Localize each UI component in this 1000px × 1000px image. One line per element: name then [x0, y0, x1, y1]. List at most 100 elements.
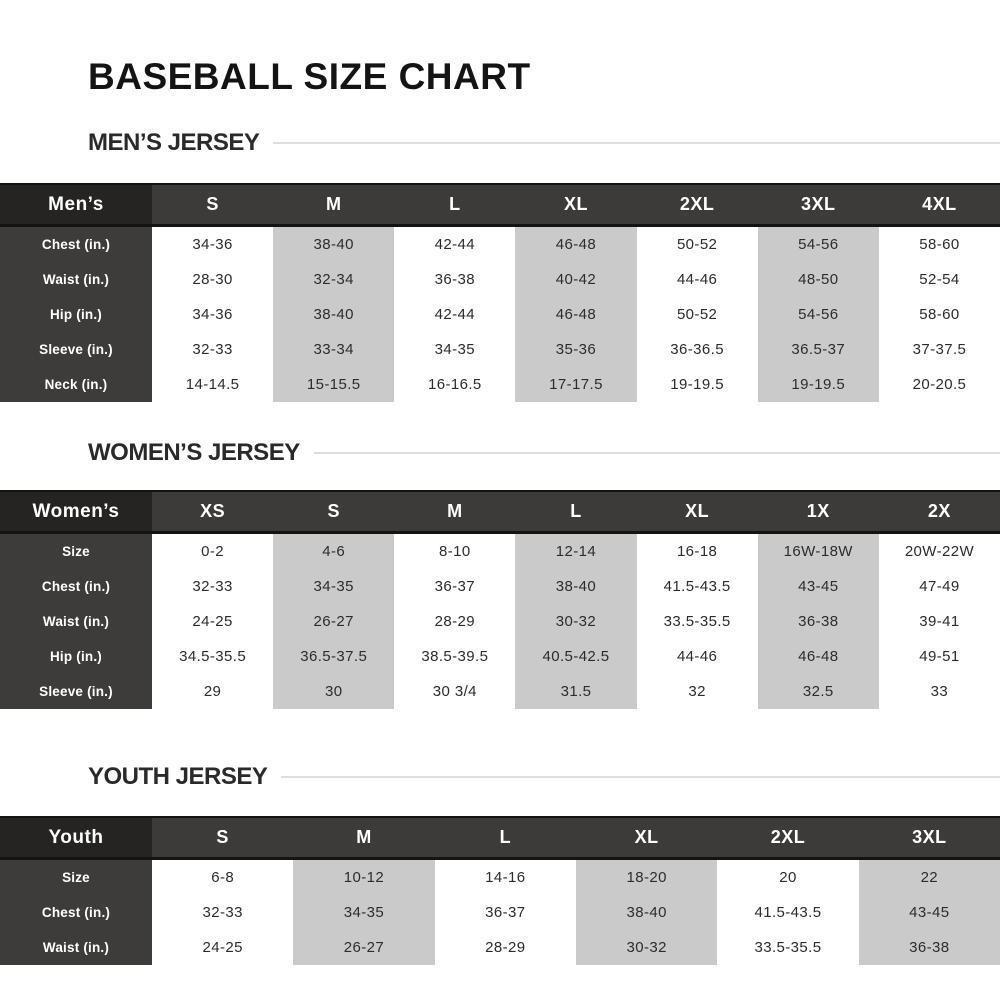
womens-size-table: Women’s XS S M L XL 1X 2X Size 0-2 4-6 8-10 12-14 16-…	[0, 490, 1000, 709]
youth-size-cell: 20	[717, 858, 859, 895]
youth-size-cell: 22	[858, 858, 1000, 895]
mens-size-cell: 15-15.5	[273, 367, 395, 402]
youth-heading-row: YOUTH JERSEY	[88, 763, 1000, 790]
mens-table-row: Hip (in.) 34-36 38-40 42-44 46-48 50-52 54-56 5…	[0, 297, 1000, 332]
womens-heading-row: WOMEN’S JERSEY	[88, 439, 1000, 466]
youth-size-cell: 18-20	[575, 858, 718, 895]
youth-corner-header: Youth	[0, 816, 152, 860]
womens-size-cell: 31.5	[515, 674, 637, 709]
mens-size-cell: 36-38	[394, 262, 516, 297]
womens-size-header-l: L	[515, 490, 637, 534]
womens-size-cell: 29	[152, 674, 274, 709]
womens-size-cell: 41.5-43.5	[636, 569, 758, 604]
mens-size-header-s: S	[152, 183, 274, 227]
youth-size-cell: 43-45	[858, 895, 1000, 930]
mens-size-header-3xl: 3XL	[757, 183, 879, 227]
mens-row-label: Neck (in.)	[0, 367, 152, 402]
youth-size-cell: 30-32	[575, 930, 718, 965]
womens-row-label: Waist (in.)	[0, 604, 152, 639]
youth-size-cell: 34-35	[293, 895, 435, 930]
mens-size-cell: 19-19.5	[636, 367, 758, 402]
mens-heading-rule	[273, 141, 1000, 144]
womens-size-cell: 39-41	[878, 604, 1000, 639]
womens-size-cell: 49-51	[878, 639, 1000, 674]
youth-size-header-l: L	[434, 816, 576, 860]
womens-size-header-m: M	[394, 490, 516, 534]
youth-row-label: Waist (in.)	[0, 930, 152, 965]
youth-size-cell: 10-12	[293, 858, 435, 895]
womens-size-cell: 43-45	[757, 569, 879, 604]
youth-size-cell: 6-8	[152, 858, 294, 895]
section-youth: YOUTH JERSEY Youth S M L XL 2XL 3XL Size 6-8 10-1…	[0, 763, 1000, 965]
mens-size-cell: 20-20.5	[878, 367, 1000, 402]
womens-size-cell: 36-37	[394, 569, 516, 604]
womens-size-cell: 8-10	[394, 532, 516, 569]
mens-size-cell: 16-16.5	[394, 367, 516, 402]
mens-row-label: Chest (in.)	[0, 225, 152, 262]
mens-size-header-2xl: 2XL	[636, 183, 758, 227]
mens-size-cell: 58-60	[878, 297, 1000, 332]
womens-size-cell: 38.5-39.5	[394, 639, 516, 674]
womens-size-cell: 30-32	[515, 604, 637, 639]
youth-size-header-3xl: 3XL	[858, 816, 1000, 860]
womens-table-row: Hip (in.) 34.5-35.5 36.5-37.5 38.5-39.5 40.5…	[0, 639, 1000, 674]
womens-size-cell: 32	[636, 674, 758, 709]
mens-size-cell: 38-40	[273, 297, 395, 332]
mens-size-cell: 46-48	[515, 225, 637, 262]
womens-size-cell: 34.5-35.5	[152, 639, 274, 674]
mens-heading-row: MEN’S JERSEY	[88, 129, 1000, 156]
mens-size-cell: 42-44	[394, 225, 516, 262]
womens-table-row: Sleeve (in.) 29 30 30 3/4 31.5 32 32.5 33	[0, 674, 1000, 709]
mens-size-cell: 36-36.5	[636, 332, 758, 367]
womens-size-cell: 24-25	[152, 604, 274, 639]
section-mens: MEN’S JERSEY Men’s S M L XL 2XL 3XL 4XL Chest (i…	[0, 129, 1000, 402]
womens-row-label: Hip (in.)	[0, 639, 152, 674]
mens-size-cell: 52-54	[878, 262, 1000, 297]
mens-size-cell: 50-52	[636, 225, 758, 262]
mens-size-header-4xl: 4XL	[878, 183, 1000, 227]
youth-size-cell: 38-40	[575, 895, 718, 930]
mens-size-header-l: L	[394, 183, 516, 227]
mens-size-cell: 34-35	[394, 332, 516, 367]
youth-size-cell: 41.5-43.5	[717, 895, 859, 930]
youth-size-header-2xl: 2XL	[717, 816, 859, 860]
womens-size-cell: 30 3/4	[394, 674, 516, 709]
mens-size-cell: 17-17.5	[515, 367, 637, 402]
womens-size-cell: 32-33	[152, 569, 274, 604]
womens-size-cell: 28-29	[394, 604, 516, 639]
womens-size-cell: 40.5-42.5	[515, 639, 637, 674]
mens-size-header-xl: XL	[515, 183, 637, 227]
womens-size-cell: 16-18	[636, 532, 758, 569]
mens-size-cell: 33-34	[273, 332, 395, 367]
womens-row-label: Size	[0, 532, 152, 569]
mens-size-cell: 58-60	[878, 225, 1000, 262]
youth-size-header-xl: XL	[575, 816, 718, 860]
womens-size-header-s: S	[273, 490, 395, 534]
mens-size-table: Men’s S M L XL 2XL 3XL 4XL Chest (in.) 34-36 38-40…	[0, 183, 1000, 402]
womens-size-cell: 16W-18W	[757, 532, 879, 569]
youth-size-table: Youth S M L XL 2XL 3XL Size 6-8 10-12 14-16 18-20 20…	[0, 816, 1000, 965]
mens-size-cell: 40-42	[515, 262, 637, 297]
youth-size-cell: 33.5-35.5	[717, 930, 859, 965]
mens-row-label: Sleeve (in.)	[0, 332, 152, 367]
womens-table-row: Size 0-2 4-6 8-10 12-14 16-18 16W-18W 20W-22W	[0, 532, 1000, 569]
mens-size-cell: 19-19.5	[757, 367, 879, 402]
youth-size-header-m: M	[293, 816, 435, 860]
womens-size-header-xs: XS	[152, 490, 274, 534]
youth-size-cell: 24-25	[152, 930, 294, 965]
mens-row-label: Hip (in.)	[0, 297, 152, 332]
womens-size-cell: 32.5	[757, 674, 879, 709]
youth-size-cell: 32-33	[152, 895, 294, 930]
youth-size-cell: 14-16	[434, 858, 576, 895]
mens-row-label: Waist (in.)	[0, 262, 152, 297]
womens-size-cell: 38-40	[515, 569, 637, 604]
womens-size-cell: 26-27	[273, 604, 395, 639]
womens-size-cell: 44-46	[636, 639, 758, 674]
mens-size-cell: 35-36	[515, 332, 637, 367]
womens-table-row: Chest (in.) 32-33 34-35 36-37 38-40 41.5-43.5…	[0, 569, 1000, 604]
womens-corner-header: Women’s	[0, 490, 152, 534]
youth-table-row: Waist (in.) 24-25 26-27 28-29 30-32 33.5-35.5…	[0, 930, 1000, 965]
mens-header-row: Men’s S M L XL 2XL 3XL 4XL	[0, 183, 1000, 227]
mens-table-row: Sleeve (in.) 32-33 33-34 34-35 35-36 36-36.5 3…	[0, 332, 1000, 367]
mens-size-cell: 14-14.5	[152, 367, 274, 402]
